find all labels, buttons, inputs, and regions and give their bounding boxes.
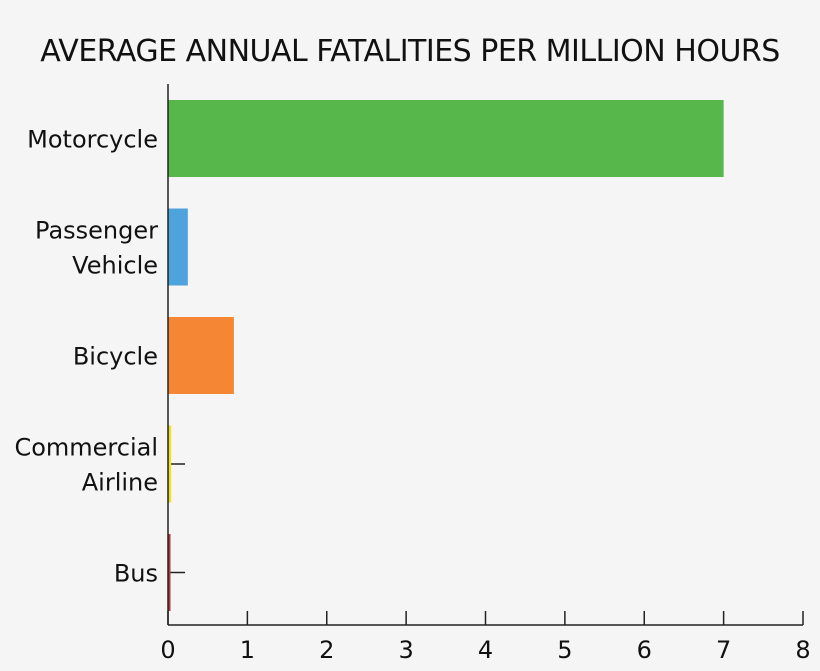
x-tick-label: 6 [637, 636, 652, 664]
category-label: Bus [114, 560, 158, 588]
category-label: Airline [82, 469, 158, 497]
x-tick-label: 5 [557, 636, 572, 664]
bar-motorcycle [168, 100, 724, 177]
category-label: Bicycle [73, 343, 158, 371]
category-label: Passenger [35, 217, 158, 245]
chart-title: AVERAGE ANNUAL FATALITIES PER MILLION HO… [40, 34, 780, 69]
bar-passenger-vehicle [168, 208, 188, 286]
x-tick-label: 7 [716, 636, 731, 664]
x-tick-label: 8 [795, 636, 810, 664]
x-tick-label: 0 [160, 636, 175, 664]
category-label: Vehicle [72, 252, 158, 280]
bar-bus [168, 534, 171, 611]
x-tick-label: 1 [240, 636, 255, 664]
x-tick-label: 2 [319, 636, 334, 664]
x-tick-label: 4 [478, 636, 493, 664]
bar-commercial-airline [168, 425, 172, 503]
x-tick-label: 3 [398, 636, 413, 664]
category-label: Motorcycle [27, 126, 158, 154]
bar-bicycle [168, 317, 234, 394]
category-label: Commercial [14, 434, 158, 462]
